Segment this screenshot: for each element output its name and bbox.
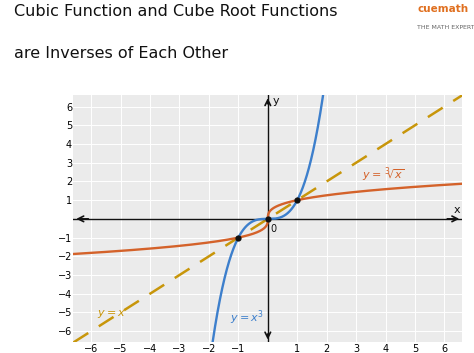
Text: are Inverses of Each Other: are Inverses of Each Other <box>14 46 228 61</box>
Text: $y = \,^3\!\!\sqrt{x}$: $y = \,^3\!\!\sqrt{x}$ <box>362 166 405 184</box>
Text: Cubic Function and Cube Root Functions: Cubic Function and Cube Root Functions <box>14 4 337 18</box>
Text: cuemath: cuemath <box>417 4 468 13</box>
Text: 0: 0 <box>271 223 277 234</box>
Text: $y = x$: $y = x$ <box>97 308 126 320</box>
Text: $y = x^3$: $y = x^3$ <box>229 309 264 327</box>
Text: y: y <box>272 96 279 106</box>
Text: THE MATH EXPERT: THE MATH EXPERT <box>417 25 474 30</box>
Text: x: x <box>454 205 461 215</box>
